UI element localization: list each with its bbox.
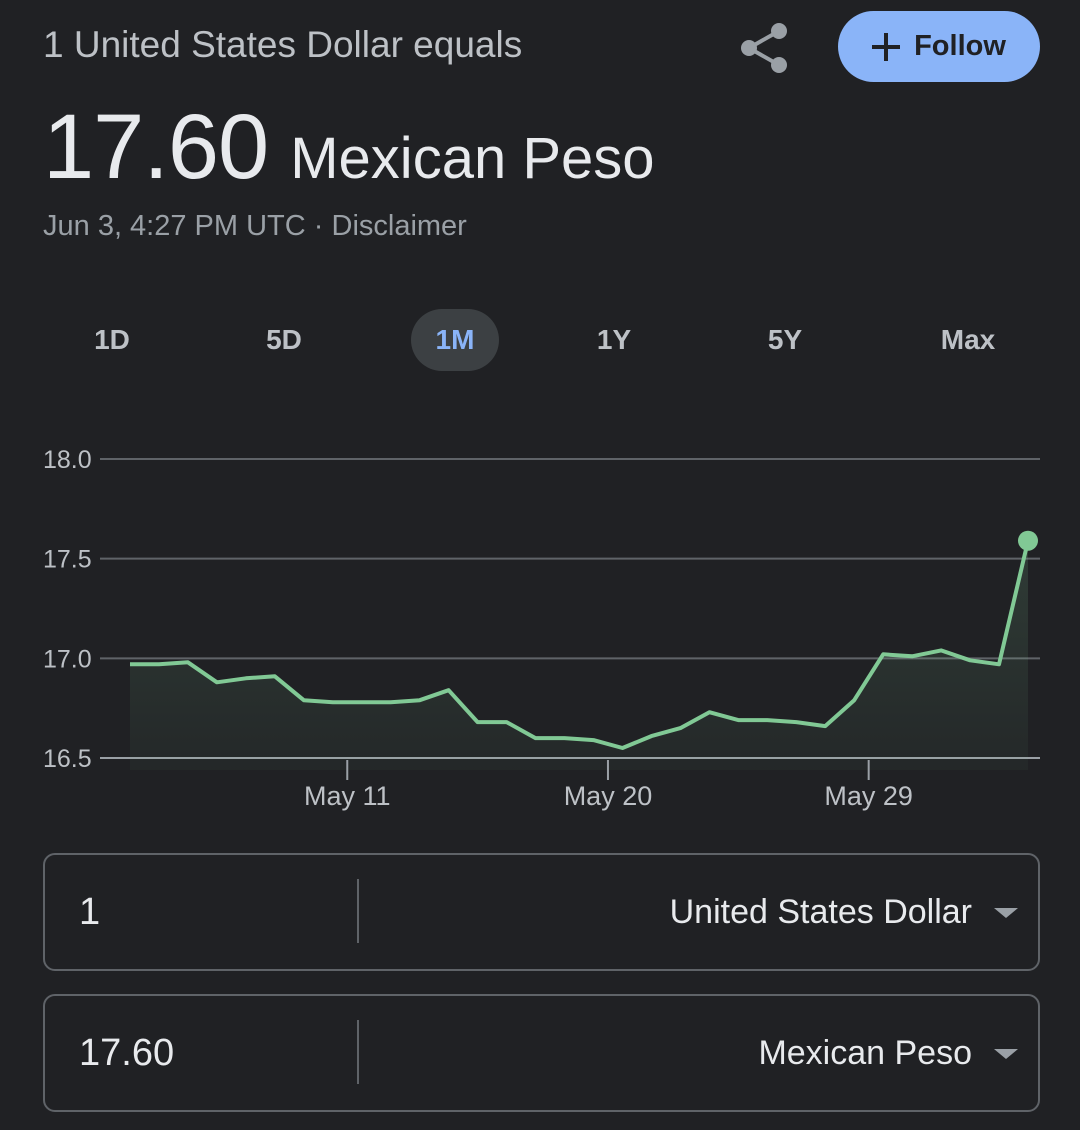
follow-label: Follow: [914, 30, 1006, 62]
from-amount-input[interactable]: [79, 855, 349, 969]
converter-to: Mexican Peso: [43, 994, 1040, 1112]
x-tick-label: May 20: [564, 781, 653, 811]
plus-icon: [872, 32, 901, 61]
from-currency-label: United States Dollar: [669, 892, 972, 931]
to-currency-label: Mexican Peso: [758, 1033, 972, 1072]
follow-button[interactable]: Follow: [838, 11, 1040, 82]
tab-max[interactable]: Max: [940, 324, 996, 355]
x-tick-label: May 11: [304, 781, 391, 811]
rate-currency: Mexican Peso: [290, 126, 655, 191]
tab-1y[interactable]: 1Y: [596, 324, 632, 355]
converter-from: United States Dollar: [43, 853, 1040, 971]
divider: [357, 879, 359, 943]
to-amount-input[interactable]: [79, 996, 349, 1110]
exchange-rate-chart[interactable]: 18.0 17.5 17.0 16.5 May 11 May 20 May 29: [0, 430, 1080, 830]
share-icon: [741, 23, 787, 73]
share-button[interactable]: [736, 20, 792, 76]
disclaimer-link[interactable]: Disclaimer: [331, 210, 467, 242]
exchange-rate: 17.60 Mexican Peso: [43, 95, 655, 200]
tab-5d[interactable]: 5D: [266, 324, 302, 355]
current-value-dot: [1018, 530, 1038, 551]
divider: [357, 1020, 359, 1084]
dropdown-arrow-icon: [994, 908, 1018, 918]
series-line: [130, 540, 1030, 750]
tab-5y[interactable]: 5Y: [767, 324, 803, 355]
y-tick-label: 17.5: [43, 546, 92, 574]
rate-meta: Jun 3, 4:27 PM UTC · Disclaimer: [43, 210, 467, 243]
tab-1m[interactable]: 1M: [411, 309, 499, 371]
y-tick-label: 18.0: [43, 446, 92, 474]
dropdown-arrow-icon: [994, 1049, 1018, 1059]
rate-value: 17.60: [43, 96, 269, 198]
from-currency-select[interactable]: United States Dollar: [670, 855, 1018, 969]
conversion-header: 1 United States Dollar equals: [43, 24, 523, 65]
time-range-tabs: 1D 5D 1M 1Y 5Y Max: [0, 309, 1080, 371]
y-tick-label: 16.5: [43, 745, 92, 773]
tab-1d[interactable]: 1D: [94, 324, 130, 355]
to-currency-select[interactable]: Mexican Peso: [758, 996, 1018, 1110]
x-tick-label: May 29: [824, 781, 913, 811]
meta-separator: ·: [305, 210, 332, 242]
rate-timestamp: Jun 3, 4:27 PM UTC: [43, 210, 306, 242]
chart-area-fill: [130, 540, 1028, 770]
y-tick-label: 17.0: [43, 645, 92, 673]
chart-svg: 18.0 17.5 17.0 16.5 May 11 May 20 May 29: [43, 446, 1040, 811]
